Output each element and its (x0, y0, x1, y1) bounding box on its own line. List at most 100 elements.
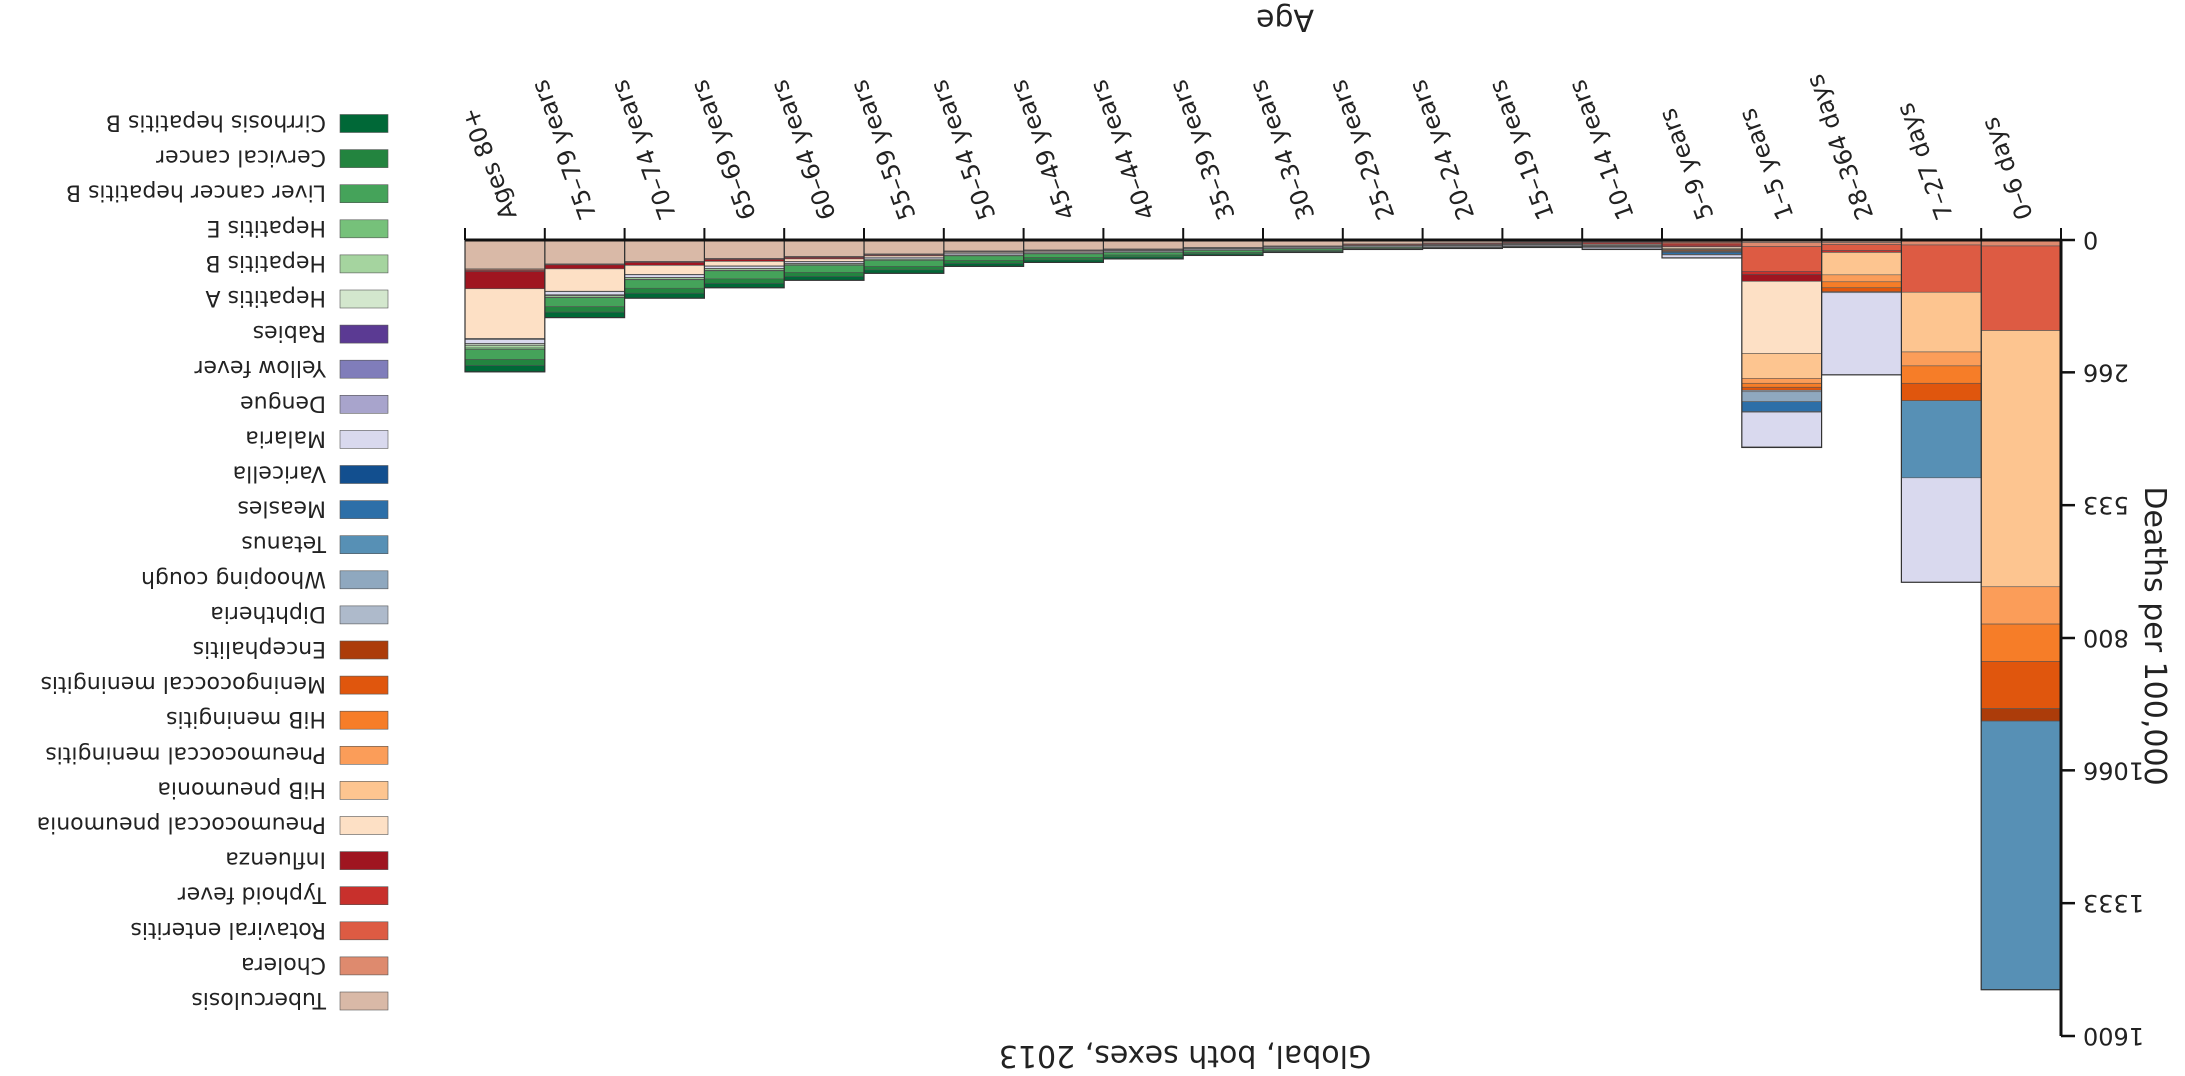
bar-segment (783, 239, 865, 257)
bar-segment (863, 239, 945, 255)
bar-segment (1741, 378, 1822, 384)
bar-segment (1821, 287, 1902, 293)
legend: Tuberculosis Cholera Rotaviral enteritis Ty… (37, 110, 389, 1012)
legend-swatch (339, 184, 389, 204)
legend-entry-label: Rotaviral enteritis (130, 917, 326, 942)
bar-segment (1821, 244, 1902, 251)
x-category-label: 25–29 years (1324, 76, 1401, 223)
legend-entry-label: Encephalitis (193, 636, 326, 661)
x-category-label: 40–44 years (1084, 76, 1161, 223)
bar-segment (464, 345, 546, 349)
legend-entry-label: Meningococcal meningitis (40, 671, 326, 696)
x-category-label: 1–5 years (1733, 105, 1799, 224)
legend-entry-label: Yellow fever (193, 355, 327, 380)
bar-segment (624, 279, 705, 289)
legend-entry-label: Hepatitis A (205, 285, 326, 310)
x-category-label: 55–59 years (845, 76, 922, 223)
x-axis-label: Age (1256, 2, 1314, 37)
bar-segment (1741, 401, 1822, 412)
bar-segment (624, 274, 705, 278)
legend-entry-label: HiB meningitis (166, 706, 326, 731)
bar-segment (1901, 365, 1982, 384)
bar-segment (1980, 720, 2062, 991)
bar-segment (863, 260, 945, 267)
legend-entry-label: Cervical cancer (155, 145, 326, 170)
bar-segment (704, 239, 785, 259)
legend-entry-label: Liver cancer hepatitis B (66, 180, 326, 205)
legend-swatch (339, 710, 389, 730)
bar-segment (1103, 252, 1184, 256)
bar-segment (464, 288, 546, 339)
bar-segment (1741, 274, 1822, 282)
bar-segment (863, 266, 945, 271)
legend-swatch (339, 149, 389, 168)
bar-segment (464, 359, 546, 366)
bar-segment (943, 255, 1024, 261)
bar-segment (1741, 391, 1822, 402)
bar-segment (943, 239, 1024, 252)
bar-segment (1023, 257, 1104, 261)
legend-swatch (339, 324, 389, 344)
bar-segment (1980, 623, 2062, 662)
legend-swatch (339, 254, 389, 274)
bar-stacks (464, 239, 2062, 991)
chart-title: Global, both sexes, 2013 (999, 1038, 1371, 1073)
bar-segment (624, 239, 705, 262)
bar-segment (1821, 252, 1902, 276)
legend-entry-label: Varicella (233, 461, 326, 486)
x-category-label: 50–54 years (925, 76, 1002, 223)
legend-swatch (339, 359, 389, 379)
bar-segment (544, 297, 625, 307)
legend-entry-label: Diphtheria (210, 601, 326, 626)
bar-segment (544, 311, 625, 318)
bar-segment (1741, 386, 1822, 391)
x-category-label: 7–27 days (1891, 99, 1959, 223)
bar-segment (464, 339, 546, 344)
legend-entry-label: HiB pneumonia (157, 776, 326, 801)
legend-swatch (339, 851, 389, 870)
y-tick-label: 800 (2083, 624, 2129, 652)
bar-segment (1901, 244, 1982, 293)
bar-segment (1741, 411, 1822, 448)
bar-segment (1821, 274, 1902, 283)
legend-swatch (339, 675, 389, 695)
legend-entry-label: Rabies (253, 320, 326, 345)
legend-entry-label: Hepatitis B (205, 250, 326, 275)
bar-segment (464, 349, 546, 360)
legend-swatch (339, 430, 389, 449)
bar-segment (544, 306, 625, 313)
bar-segment (544, 264, 625, 270)
bar-segment (464, 271, 546, 290)
legend-entry-label: Cholera (241, 952, 326, 977)
x-category-label: Ages 80+ (456, 104, 522, 224)
y-tick-label: 1066 (2083, 756, 2144, 784)
x-category-label: 45–49 years (1005, 76, 1082, 223)
legend-swatch (339, 921, 389, 941)
bar-segment (1023, 253, 1104, 258)
x-category-label: 5–9 years (1653, 105, 1719, 224)
bar-segment (1901, 291, 1982, 353)
x-category-label: 15–19 years (1483, 76, 1560, 223)
bar-segment (1980, 708, 2062, 722)
legend-entry-label: Pneumococcal pneumonia (37, 812, 326, 837)
bar-segment (1980, 661, 2062, 709)
bar-segment (1980, 330, 2062, 588)
legend-swatch (339, 816, 389, 835)
bar-segment (783, 265, 865, 273)
bar-segment (1741, 246, 1822, 272)
bar-segment (1741, 353, 1822, 379)
legend-entry-label: Malaria (245, 425, 326, 450)
x-category-label: 28–364 days (1801, 71, 1880, 224)
bar-segment (704, 270, 785, 280)
bar-segment (704, 261, 785, 267)
y-axis-label: Deaths per 100,000 (2137, 486, 2172, 785)
bar-segment (1741, 280, 1822, 354)
legend-entry-label: Tuberculosis (191, 987, 327, 1012)
y-tick-label: 533 (2083, 491, 2129, 519)
bar-segment (1901, 382, 1982, 401)
y-ticks: 0 266 533 800 1066 1333 1600 (2061, 226, 2144, 1050)
legend-swatch (339, 289, 389, 309)
bar-segment (783, 272, 865, 277)
legend-swatch (339, 956, 389, 976)
